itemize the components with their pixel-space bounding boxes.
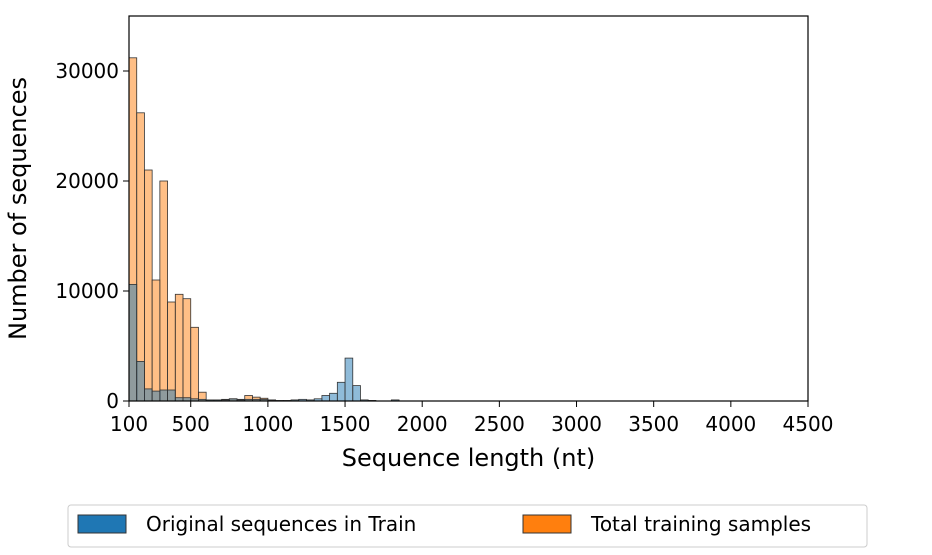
y-tick-label: 30000 <box>55 59 119 83</box>
legend-frame <box>67 504 868 548</box>
histogram-bar <box>159 389 168 402</box>
y-tick-label: 0 <box>106 389 119 413</box>
x-axis-label: Sequence length (nt) <box>342 444 596 472</box>
histogram-bar <box>174 293 184 402</box>
histogram-bar <box>329 392 338 402</box>
histogram-bar <box>128 283 138 402</box>
y-axis: 0 10000 20000 30000 <box>55 59 129 413</box>
histogram-bar <box>344 357 354 402</box>
histogram-bar <box>159 180 168 402</box>
x-tick-label: 500 <box>172 412 210 436</box>
x-tick-label: 1000 <box>242 412 293 436</box>
histogram-bar <box>336 381 346 402</box>
legend-label-total: Total training samples <box>590 512 811 536</box>
legend-label-original: Original sequences in Train <box>146 512 416 536</box>
histogram-bar <box>190 326 199 402</box>
y-tick-label: 20000 <box>55 169 119 193</box>
histogram-bar <box>321 395 331 402</box>
x-tick-label: 4000 <box>705 412 756 436</box>
x-tick-label: 4500 <box>783 412 834 436</box>
y-tick-label: 10000 <box>55 279 119 303</box>
y-axis-label: Number of sequences <box>4 77 32 340</box>
histogram-bar <box>144 169 153 402</box>
x-axis: 100 500 1000 1500 2000 2500 3000 3500 4000 4500 <box>110 401 834 436</box>
histogram-bar <box>151 279 161 402</box>
histogram-bar <box>167 301 176 402</box>
histogram-bar <box>352 385 361 402</box>
plot-frame <box>128 15 809 402</box>
histogram-bar <box>167 389 176 402</box>
legend: Original sequences in Train Total traini… <box>67 504 868 548</box>
histogram-bar <box>136 112 145 402</box>
x-tick-label: 2000 <box>397 412 448 436</box>
x-tick-label: 1500 <box>320 412 371 436</box>
histogram-bar <box>182 298 192 402</box>
x-tick-label: 2500 <box>474 412 525 436</box>
bars-layer <box>128 57 400 402</box>
legend-swatch-original <box>77 514 127 534</box>
histogram-bar <box>151 390 161 402</box>
series-original-train <box>128 283 400 402</box>
x-tick-label: 3500 <box>628 412 679 436</box>
histogram-bar <box>144 388 153 402</box>
legend-swatch-total <box>522 514 572 534</box>
x-tick-label: 3000 <box>551 412 602 436</box>
series-total-training <box>128 57 284 402</box>
histogram-bar <box>136 360 145 402</box>
x-tick-label: 100 <box>110 412 148 436</box>
